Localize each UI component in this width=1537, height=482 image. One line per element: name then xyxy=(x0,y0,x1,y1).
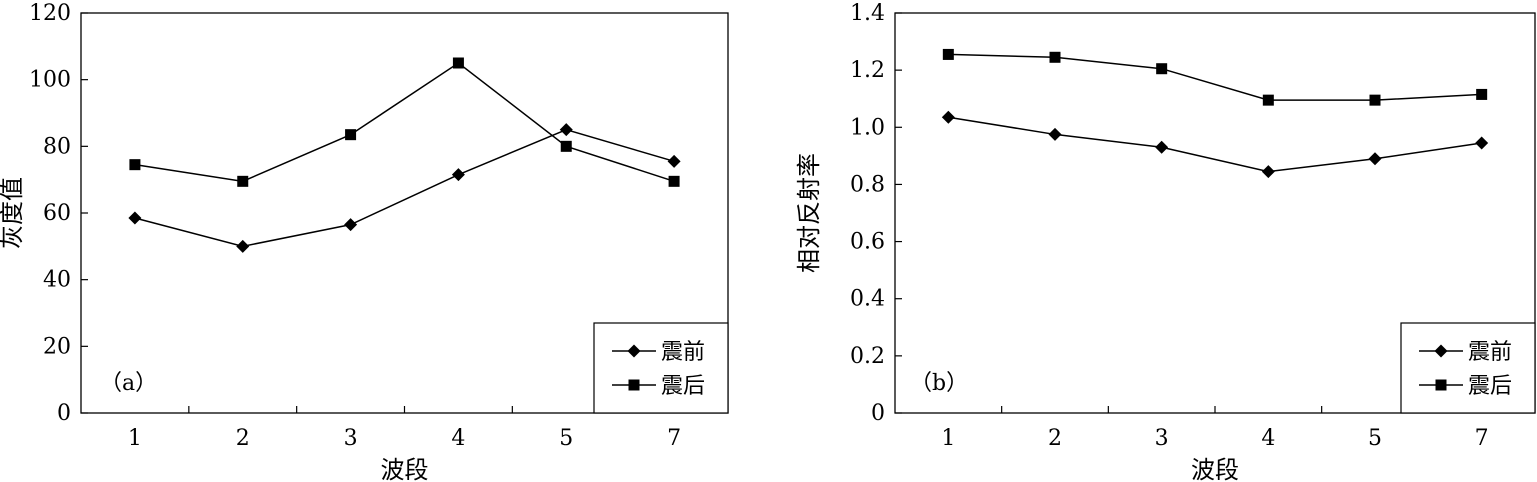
y-tick-label: 0.4 xyxy=(850,287,885,312)
x-tick-label: 3 xyxy=(1155,426,1169,451)
x-tick-label: 5 xyxy=(559,426,573,451)
legend-marker xyxy=(1434,344,1448,358)
y-tick-label: 0.6 xyxy=(850,230,885,255)
legend-label: 震后 xyxy=(1468,374,1512,399)
data-point xyxy=(236,239,250,253)
series-line xyxy=(948,53,1482,101)
y-tick-label: 0 xyxy=(57,401,71,426)
x-tick-label: 7 xyxy=(1475,426,1489,451)
y-tick-label: 100 xyxy=(29,68,71,93)
legend-box xyxy=(593,322,729,414)
x-axis-label: 波段 xyxy=(1191,456,1239,482)
data-point xyxy=(237,175,249,187)
data-point xyxy=(942,48,954,60)
y-tick-label: 60 xyxy=(43,201,71,226)
data-point xyxy=(452,57,464,69)
data-point xyxy=(345,129,357,141)
panel-label: （a） xyxy=(100,371,157,396)
x-tick-label: 2 xyxy=(236,426,250,451)
data-point xyxy=(667,154,681,168)
series-before xyxy=(128,123,681,253)
data-point xyxy=(1476,88,1488,100)
legend-label: 震后 xyxy=(661,374,705,399)
y-tick-label: 40 xyxy=(43,268,71,293)
series-line xyxy=(134,128,675,248)
y-axis-label: 相对反射率 xyxy=(795,153,823,273)
y-tick-label: 0.8 xyxy=(850,172,885,197)
data-point xyxy=(560,140,572,152)
series-after xyxy=(942,48,1488,106)
panel-label: （b） xyxy=(910,371,968,396)
data-point xyxy=(1262,94,1274,106)
data-point xyxy=(1048,127,1062,141)
legend-marker xyxy=(628,379,640,391)
legend-marker xyxy=(1435,379,1447,391)
x-tick-label: 7 xyxy=(667,426,681,451)
y-tick-label: 0 xyxy=(871,401,885,426)
series-line xyxy=(948,116,1482,173)
data-point xyxy=(1049,51,1061,63)
data-point xyxy=(559,123,573,137)
data-point xyxy=(129,159,141,171)
data-point xyxy=(1156,63,1168,75)
data-point xyxy=(941,110,955,124)
data-point xyxy=(1475,136,1489,150)
series-line xyxy=(134,62,675,183)
data-point xyxy=(344,218,358,232)
y-tick-label: 1.2 xyxy=(850,58,885,83)
data-point xyxy=(1368,152,1382,166)
data-point xyxy=(1369,94,1381,106)
data-point xyxy=(668,175,680,187)
legend-box xyxy=(1400,322,1536,414)
y-tick-label: 0.2 xyxy=(850,344,885,369)
x-axis-label: 波段 xyxy=(381,456,429,482)
x-tick-label: 5 xyxy=(1368,426,1382,451)
y-tick-label: 1.0 xyxy=(850,115,885,140)
series-before xyxy=(941,110,1489,179)
x-tick-label: 4 xyxy=(451,426,465,451)
y-axis-label: 灰度值 xyxy=(0,177,26,249)
x-tick-label: 3 xyxy=(344,426,358,451)
series-after xyxy=(129,57,680,187)
x-tick-label: 1 xyxy=(128,426,142,451)
data-point xyxy=(451,168,465,182)
x-tick-label: 4 xyxy=(1261,426,1275,451)
y-tick-label: 1.4 xyxy=(850,1,885,26)
data-point xyxy=(1155,140,1169,154)
legend-label: 震前 xyxy=(1468,340,1512,365)
y-tick-label: 20 xyxy=(43,334,71,359)
y-tick-label: 80 xyxy=(43,134,71,159)
data-point xyxy=(1261,165,1275,179)
x-tick-label: 1 xyxy=(941,426,955,451)
x-tick-label: 2 xyxy=(1048,426,1062,451)
y-tick-label: 120 xyxy=(29,1,71,26)
data-point xyxy=(128,211,142,225)
legend-marker xyxy=(627,344,641,358)
legend-label: 震前 xyxy=(661,340,705,365)
